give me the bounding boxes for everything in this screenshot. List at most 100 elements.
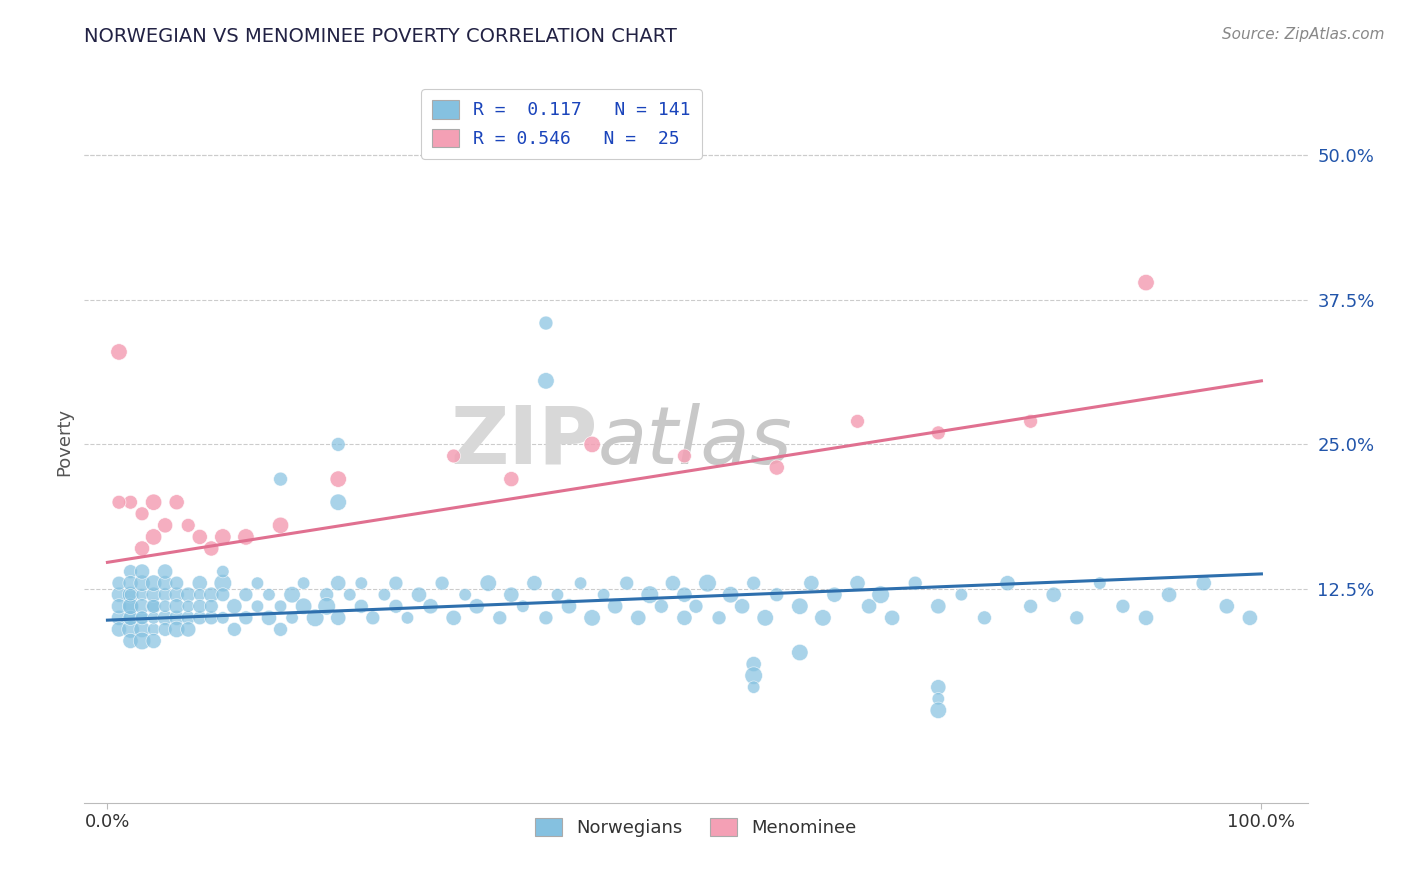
Point bbox=[177, 518, 200, 533]
Point bbox=[166, 623, 188, 637]
Point bbox=[927, 599, 949, 614]
Legend: Norwegians, Menominee: Norwegians, Menominee bbox=[527, 811, 865, 845]
Point bbox=[1216, 599, 1239, 614]
Text: atlas: atlas bbox=[598, 402, 793, 481]
Point bbox=[211, 576, 233, 591]
Point bbox=[477, 576, 499, 591]
Point bbox=[108, 345, 131, 359]
Point bbox=[685, 599, 707, 614]
Point bbox=[257, 611, 280, 625]
Point bbox=[177, 623, 200, 637]
Point bbox=[188, 611, 211, 625]
Point bbox=[811, 611, 834, 625]
Point bbox=[224, 599, 246, 614]
Point bbox=[270, 623, 292, 637]
Point bbox=[211, 611, 233, 625]
Point bbox=[720, 588, 742, 602]
Point bbox=[662, 576, 685, 591]
Point bbox=[627, 611, 650, 625]
Point bbox=[1135, 276, 1157, 290]
Point bbox=[927, 691, 949, 706]
Point bbox=[211, 530, 233, 544]
Point bbox=[131, 599, 153, 614]
Point bbox=[200, 541, 222, 556]
Point bbox=[120, 599, 142, 614]
Point bbox=[235, 611, 257, 625]
Point bbox=[1239, 611, 1261, 625]
Point bbox=[328, 495, 350, 509]
Point bbox=[131, 565, 153, 579]
Point bbox=[120, 565, 142, 579]
Point bbox=[339, 588, 361, 602]
Point bbox=[707, 611, 730, 625]
Point bbox=[328, 472, 350, 486]
Point bbox=[950, 588, 973, 602]
Point bbox=[108, 588, 131, 602]
Point bbox=[257, 588, 280, 602]
Point bbox=[581, 611, 603, 625]
Point bbox=[177, 599, 200, 614]
Point bbox=[673, 449, 696, 463]
Point bbox=[569, 576, 592, 591]
Point bbox=[846, 414, 869, 428]
Point bbox=[696, 576, 718, 591]
Point bbox=[200, 588, 222, 602]
Point bbox=[650, 599, 672, 614]
Point bbox=[142, 576, 165, 591]
Point bbox=[1019, 599, 1042, 614]
Point bbox=[120, 634, 142, 648]
Point bbox=[385, 599, 408, 614]
Point bbox=[997, 576, 1019, 591]
Point bbox=[592, 588, 614, 602]
Point bbox=[754, 611, 776, 625]
Point bbox=[166, 588, 188, 602]
Point bbox=[385, 576, 408, 591]
Point bbox=[616, 576, 638, 591]
Point bbox=[131, 611, 153, 625]
Point bbox=[443, 611, 465, 625]
Point bbox=[188, 576, 211, 591]
Point bbox=[131, 507, 153, 521]
Point bbox=[454, 588, 477, 602]
Point bbox=[292, 599, 315, 614]
Point bbox=[765, 588, 787, 602]
Point bbox=[142, 623, 165, 637]
Point bbox=[246, 599, 269, 614]
Point bbox=[211, 565, 233, 579]
Point bbox=[443, 449, 465, 463]
Point bbox=[131, 541, 153, 556]
Point bbox=[142, 599, 165, 614]
Point bbox=[328, 437, 350, 451]
Point bbox=[742, 668, 765, 682]
Point bbox=[350, 599, 373, 614]
Point bbox=[408, 588, 430, 602]
Point bbox=[120, 576, 142, 591]
Point bbox=[108, 599, 131, 614]
Point bbox=[1192, 576, 1215, 591]
Point bbox=[501, 588, 523, 602]
Point bbox=[131, 634, 153, 648]
Point bbox=[523, 576, 546, 591]
Point bbox=[235, 530, 257, 544]
Point bbox=[153, 588, 176, 602]
Point bbox=[153, 518, 176, 533]
Point bbox=[153, 599, 176, 614]
Point bbox=[142, 588, 165, 602]
Point bbox=[281, 611, 304, 625]
Point bbox=[200, 599, 222, 614]
Point bbox=[131, 576, 153, 591]
Point bbox=[131, 588, 153, 602]
Point bbox=[501, 472, 523, 486]
Point bbox=[396, 611, 419, 625]
Point bbox=[638, 588, 661, 602]
Point bbox=[373, 588, 395, 602]
Point bbox=[419, 599, 441, 614]
Point bbox=[1042, 588, 1064, 602]
Point bbox=[350, 576, 373, 591]
Point bbox=[224, 623, 246, 637]
Point bbox=[465, 599, 488, 614]
Point bbox=[328, 611, 350, 625]
Point bbox=[166, 599, 188, 614]
Point bbox=[361, 611, 384, 625]
Point bbox=[1019, 414, 1042, 428]
